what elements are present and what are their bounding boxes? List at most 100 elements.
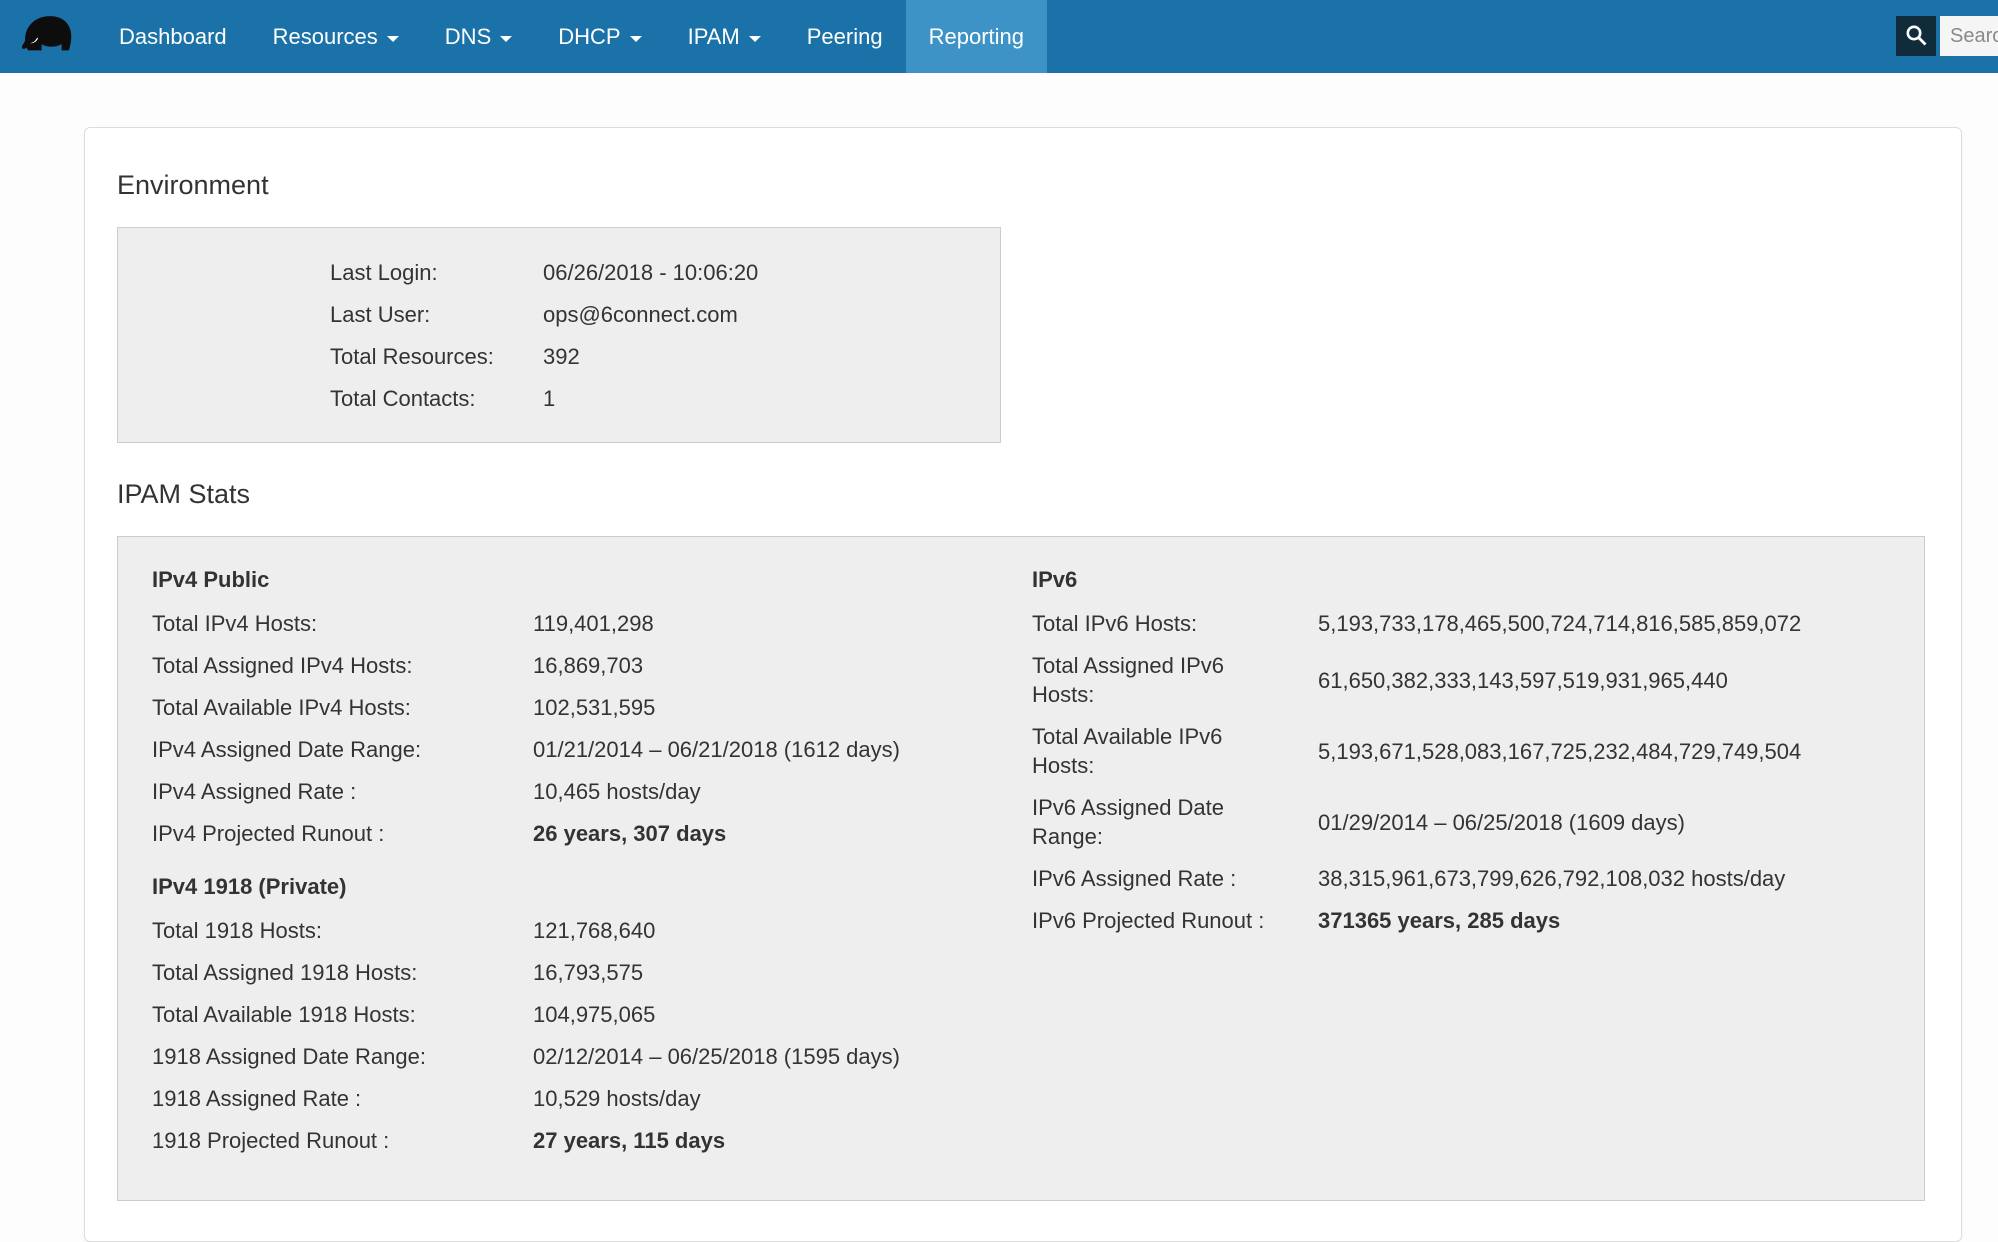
- stat-row: Total Available 1918 Hosts: 104,975,065: [152, 1000, 1032, 1029]
- stat-label: Total Available IPv4 Hosts:: [152, 695, 411, 720]
- nav-label: IPAM: [687, 23, 740, 49]
- stat-label: IPv6 Assigned Date Range:: [1032, 795, 1225, 849]
- ipam-stats-panel: IPv4 Public Total IPv4 Hosts: 119,401,29…: [117, 536, 1925, 1201]
- stat-label: IPv4 Assigned Rate :: [152, 779, 357, 804]
- stat-label: Total Assigned IPv6 Hosts:: [1032, 653, 1225, 707]
- reporting-card: Environment Last Login: 06/26/2018 - 10:…: [84, 127, 1962, 1242]
- nav-label: Resources: [272, 23, 378, 49]
- stat-row: IPv6 Assigned Rate : 38,315,961,673,799,…: [1032, 864, 1896, 893]
- stat-value: 02/12/2014 – 06/25/2018 (1595 days): [533, 1044, 900, 1069]
- top-navbar: Dashboard Resources DNS DHCP IPAM Peerin…: [0, 0, 1998, 73]
- stat-label: IPv4 Projected Runout :: [152, 821, 385, 846]
- stat-row: Total IPv4 Hosts: 119,401,298: [152, 609, 1032, 638]
- stat-label: Total Available 1918 Hosts:: [152, 1002, 416, 1027]
- stat-row: Total Assigned IPv6 Hosts: 61,650,382,33…: [1032, 651, 1896, 709]
- stat-label: Total 1918 Hosts:: [152, 918, 322, 943]
- nav-item-dns[interactable]: DNS: [422, 0, 535, 73]
- stat-value: 102,531,595: [533, 695, 656, 720]
- search-button[interactable]: [1896, 16, 1936, 56]
- env-label: Last User:: [330, 302, 431, 327]
- nav-search: [1896, 16, 1998, 56]
- stat-row: 1918 Assigned Date Range: 02/12/2014 – 0…: [152, 1042, 1032, 1071]
- ipv6-heading: IPv6: [1032, 567, 1078, 592]
- stat-label: Total Assigned 1918 Hosts:: [152, 960, 418, 985]
- stat-row: Total Available IPv4 Hosts: 102,531,595: [152, 693, 1032, 722]
- stat-row: IPv4 Assigned Rate : 10,465 hosts/day: [152, 777, 1032, 806]
- nav-item-dhcp[interactable]: DHCP: [535, 0, 664, 73]
- env-row-total-resources: Total Resources: 392: [330, 336, 1000, 378]
- search-icon: [1904, 23, 1928, 50]
- nav-label: DNS: [444, 23, 492, 49]
- stat-label: Total Assigned IPv4 Hosts:: [152, 653, 413, 678]
- stat-value: 38,315,961,673,799,626,792,108,032 hosts…: [1318, 866, 1786, 891]
- stat-row: IPv6 Projected Runout : 371365 years, 28…: [1032, 906, 1896, 935]
- stat-row: IPv4 Assigned Date Range: 01/21/2014 – 0…: [152, 735, 1032, 764]
- stat-value: 27 years, 115 days: [533, 1128, 726, 1153]
- stat-label: IPv6 Assigned Rate :: [1032, 866, 1237, 891]
- nav-item-ipam[interactable]: IPAM: [665, 0, 784, 73]
- stat-row: 1918 Projected Runout : 27 years, 115 da…: [152, 1126, 1032, 1155]
- stat-label: Total Available IPv6 Hosts:: [1032, 724, 1223, 778]
- stat-value: 121,768,640: [533, 918, 656, 943]
- stat-label: Total IPv6 Hosts:: [1032, 611, 1198, 636]
- stat-row: 1918 Assigned Rate : 10,529 hosts/day: [152, 1084, 1032, 1113]
- nav-label: Reporting: [928, 23, 1024, 49]
- env-value: ops@6connect.com: [543, 302, 738, 327]
- chevron-down-icon: [386, 35, 399, 42]
- env-label: Total Resources:: [330, 344, 494, 369]
- nav-label: DHCP: [558, 23, 621, 49]
- environment-panel: Last Login: 06/26/2018 - 10:06:20 Last U…: [117, 227, 1001, 443]
- env-value: 392: [543, 344, 580, 369]
- env-label: Last Login:: [330, 260, 438, 285]
- stat-value: 16,793,575: [533, 960, 644, 985]
- stat-row: IPv6 Assigned Date Range: 01/29/2014 – 0…: [1032, 793, 1896, 851]
- env-row-last-login: Last Login: 06/26/2018 - 10:06:20: [330, 252, 1000, 294]
- stat-value: 01/21/2014 – 06/21/2018 (1612 days): [533, 737, 900, 762]
- stat-value: 10,465 hosts/day: [533, 779, 701, 804]
- stat-row: Total Available IPv6 Hosts: 5,193,671,52…: [1032, 722, 1896, 780]
- env-row-last-user: Last User: ops@6connect.com: [330, 294, 1000, 336]
- stat-label: IPv6 Projected Runout :: [1032, 908, 1265, 933]
- nav-item-dashboard[interactable]: Dashboard: [96, 0, 250, 73]
- env-value: 1: [543, 386, 556, 411]
- stat-row: IPv4 Projected Runout : 26 years, 307 da…: [152, 819, 1032, 848]
- stat-value: 10,529 hosts/day: [533, 1086, 701, 1111]
- stat-label: 1918 Assigned Date Range:: [152, 1044, 426, 1069]
- stat-row: Total Assigned 1918 Hosts: 16,793,575: [152, 958, 1032, 987]
- nav-item-resources[interactable]: Resources: [250, 0, 422, 73]
- nav-item-reporting[interactable]: Reporting: [905, 0, 1047, 73]
- chevron-down-icon: [629, 35, 642, 42]
- stat-value: 26 years, 307 days: [533, 821, 727, 846]
- nav-label: Dashboard: [119, 23, 227, 49]
- stat-label: Total IPv4 Hosts:: [152, 611, 318, 636]
- page-body: Environment Last Login: 06/26/2018 - 10:…: [0, 127, 1998, 1242]
- stat-value: 5,193,733,178,465,500,724,714,816,585,85…: [1318, 611, 1802, 636]
- ipv4-public-heading: IPv4 Public: [152, 567, 270, 592]
- stat-label: IPv4 Assigned Date Range:: [152, 737, 422, 762]
- stat-value: 104,975,065: [533, 1002, 656, 1027]
- env-label: Total Contacts:: [330, 386, 476, 411]
- stat-row: Total IPv6 Hosts: 5,193,733,178,465,500,…: [1032, 609, 1896, 638]
- stat-label: 1918 Assigned Rate :: [152, 1086, 362, 1111]
- chevron-down-icon: [500, 35, 513, 42]
- stat-row: Total 1918 Hosts: 121,768,640: [152, 916, 1032, 945]
- stat-value: 371365 years, 285 days: [1318, 908, 1561, 933]
- stat-value: 5,193,671,528,083,167,725,232,484,729,74…: [1318, 738, 1802, 764]
- ipv4-column: IPv4 Public Total IPv4 Hosts: 119,401,29…: [152, 567, 1032, 1168]
- environment-title: Environment: [117, 170, 269, 200]
- mammoth-logo-icon: [19, 5, 77, 68]
- ipv6-column: IPv6 Total IPv6 Hosts: 5,193,733,178,465…: [1032, 567, 1896, 948]
- app-logo[interactable]: [0, 0, 96, 73]
- ipv4-private-heading: IPv4 1918 (Private): [152, 874, 347, 899]
- main-nav: Dashboard Resources DNS DHCP IPAM Peerin…: [96, 0, 1047, 73]
- stat-label: 1918 Projected Runout :: [152, 1128, 390, 1153]
- nav-label: Peering: [806, 23, 883, 49]
- stat-value: 61,650,382,333,143,597,519,931,965,440: [1318, 667, 1728, 693]
- chevron-down-icon: [748, 35, 761, 42]
- search-input[interactable]: [1940, 16, 1998, 56]
- stat-value: 01/29/2014 – 06/25/2018 (1609 days): [1318, 809, 1685, 835]
- stat-row: Total Assigned IPv4 Hosts: 16,869,703: [152, 651, 1032, 680]
- nav-item-peering[interactable]: Peering: [784, 0, 906, 73]
- env-row-total-contacts: Total Contacts: 1: [330, 378, 1000, 420]
- stat-value: 119,401,298: [533, 611, 654, 636]
